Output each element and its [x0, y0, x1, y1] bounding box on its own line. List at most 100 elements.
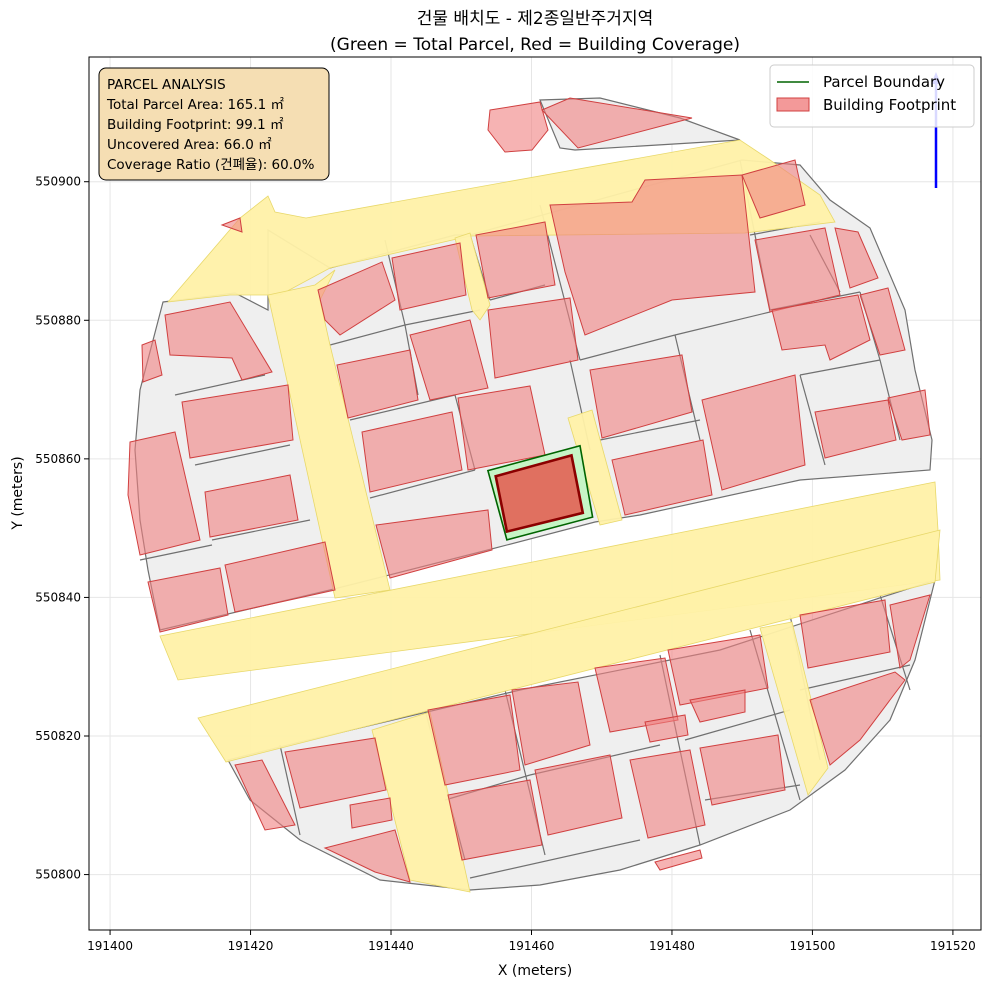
building-footprint [534, 754, 623, 836]
y-tick-label: 550820 [35, 729, 81, 743]
lot-line [799, 359, 881, 376]
x-tick-label: 191440 [368, 939, 414, 953]
building-footprint [589, 354, 693, 439]
x-axis: 191400 191420 191440 191460 191480 191500 1915… [87, 930, 976, 953]
building-footprint [667, 634, 769, 706]
info-total-area: Total Parcel Area: 165.1 ㎡ [106, 97, 284, 113]
building-footprint [284, 737, 387, 809]
building-footprint [511, 681, 591, 766]
legend-building-label: Building Footprint [823, 96, 956, 114]
info-uncovered-area: Uncovered Area: 66.0 ㎡ [107, 137, 272, 153]
building-footprint [323, 829, 411, 883]
lot-line [279, 744, 301, 836]
building-footprint [814, 399, 897, 459]
building-footprint [164, 301, 273, 381]
building-footprint [141, 339, 163, 383]
x-tick-label: 191460 [509, 939, 555, 953]
building-footprint [375, 509, 493, 579]
lot-line [404, 309, 481, 326]
building-footprint [204, 474, 299, 538]
y-tick-label: 550800 [35, 868, 81, 882]
building-footprint [889, 594, 931, 669]
building-footprint [391, 242, 467, 311]
lot-line [674, 311, 771, 336]
building-footprint [859, 287, 906, 356]
info-building-footprint: Building Footprint: 99.1 ㎡ [107, 117, 284, 133]
building-footprint [349, 797, 393, 829]
building-footprint [181, 384, 294, 459]
building-footprint [487, 297, 579, 379]
figure-title-line2: (Green = Total Parcel, Red = Building Co… [330, 35, 740, 55]
lot-line [599, 419, 701, 441]
building-footprint [224, 541, 336, 613]
building-footprint [317, 261, 396, 336]
building-footprint [457, 385, 546, 471]
road-south-vertical-2 [759, 621, 829, 796]
road-south-east-west [197, 529, 941, 763]
building-footprint [220, 217, 243, 233]
x-tick-label: 191520 [930, 939, 976, 953]
info-box-background [98, 67, 330, 181]
figure-title-line1: 건물 배치도 - 제2종일반주거지역 [417, 9, 653, 29]
building-footprint [809, 671, 906, 766]
x-tick-label: 191500 [790, 939, 836, 953]
building-footprint [611, 439, 713, 516]
roads [159, 139, 941, 893]
building-footprint [147, 567, 229, 633]
plot-frame [88, 56, 982, 931]
target-building-footprint[interactable] [494, 453, 585, 534]
lot-line [349, 394, 456, 421]
y-tick-label: 550860 [35, 452, 81, 466]
building-footprint [701, 374, 806, 491]
lot-line [329, 324, 406, 346]
lot-line [194, 444, 291, 466]
info-heading: PARCEL ANALYSIS [107, 77, 226, 93]
building-footprint [771, 294, 871, 361]
building-footprint [409, 319, 489, 401]
building-footprint [427, 694, 521, 786]
y-tick-label: 550840 [35, 590, 81, 604]
road-target-spur [567, 409, 623, 526]
building-footprint [699, 734, 786, 806]
x-tick-label: 191480 [649, 939, 695, 953]
target-site [486, 444, 594, 541]
building-footprint [654, 849, 703, 871]
y-tick-label: 550900 [35, 175, 81, 189]
building-footprint [689, 689, 746, 723]
building-footprint [644, 714, 689, 743]
lot-line [469, 839, 641, 879]
lot-line [799, 664, 911, 691]
lot-line [211, 519, 311, 541]
lot-line [684, 709, 791, 741]
y-axis-label: Y (meters) [10, 456, 26, 530]
building-footprint [799, 599, 891, 669]
legend: Parcel Boundary Building Footprint [769, 64, 975, 128]
map-layers [127, 72, 941, 893]
road-south-vertical-1 [371, 711, 471, 893]
lot-line [139, 544, 213, 561]
building-footprint [487, 101, 549, 153]
building-footprint [754, 227, 841, 313]
parcel-analysis-box: PARCEL ANALYSIS Total Parcel Area: 165.1… [98, 67, 330, 181]
building-footprint [447, 779, 543, 861]
x-tick-label: 191400 [87, 939, 133, 953]
context-buildings [127, 97, 931, 883]
y-axis: 550800 550820 550840 550860 550880 550900 [35, 175, 89, 882]
lot-line [369, 469, 476, 499]
building-footprint [475, 221, 556, 299]
legend-building-swatch [776, 97, 810, 112]
building-footprint [234, 759, 296, 831]
building-footprint [834, 227, 879, 289]
legend-background [769, 64, 975, 128]
x-tick-label: 191420 [228, 939, 274, 953]
building-footprint [629, 749, 706, 839]
building-footprint [549, 174, 756, 336]
plot-area: 191400 191420 191440 191460 191480 191500 1915… [35, 56, 982, 953]
road-main-east-west [159, 481, 941, 681]
building-footprint [887, 389, 931, 441]
building-footprint [361, 411, 463, 493]
info-coverage-ratio: Coverage Ratio (건폐율): 60.0% [107, 157, 315, 173]
building-footprint [541, 97, 693, 149]
lot-line [579, 334, 676, 361]
